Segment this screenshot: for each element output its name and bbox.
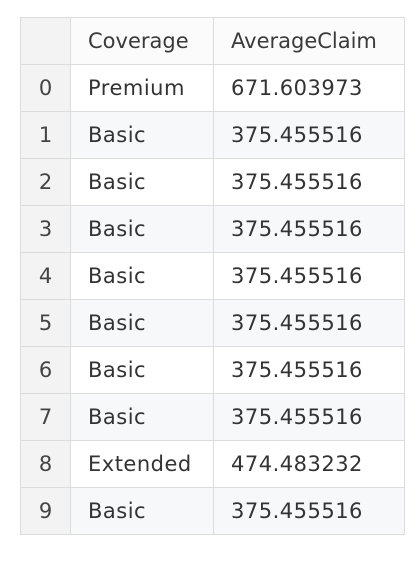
coverage-cell: Basic [70, 205, 214, 253]
table-row: 6 Basic 375.455516 [20, 346, 405, 394]
table-body: 0 Premium 671.603973 1 Basic 375.455516 2 Basic… [20, 64, 405, 535]
average-claim-cell: 375.455516 [213, 252, 405, 300]
header-row: Coverage AverageClaim [20, 17, 405, 65]
row-index-cell: 6 [20, 346, 71, 394]
coverage-cell: Basic [70, 487, 214, 535]
coverage-cell: Basic [70, 299, 214, 347]
row-index-cell: 8 [20, 440, 71, 488]
column-header-average-claim: AverageClaim [213, 17, 405, 65]
index-header [20, 17, 71, 65]
row-index-cell: 5 [20, 299, 71, 347]
average-claim-cell: 375.455516 [213, 346, 405, 394]
table-row: 5 Basic 375.455516 [20, 299, 405, 347]
average-claim-cell: 375.455516 [213, 393, 405, 441]
dataframe-table: Coverage AverageClaim 0 Premium 671.603973… [20, 17, 405, 535]
table-row: 1 Basic 375.455516 [20, 111, 405, 159]
average-claim-cell: 375.455516 [213, 487, 405, 535]
table-row: 3 Basic 375.455516 [20, 205, 405, 253]
coverage-cell: Basic [70, 111, 214, 159]
row-index-cell: 7 [20, 393, 71, 441]
coverage-cell: Premium [70, 64, 214, 112]
coverage-cell: Basic [70, 393, 214, 441]
table-row: 7 Basic 375.455516 [20, 393, 405, 441]
dataframe-table-container: Coverage AverageClaim 0 Premium 671.603973… [20, 17, 405, 535]
average-claim-cell: 474.483232 [213, 440, 405, 488]
average-claim-cell: 671.603973 [213, 64, 405, 112]
row-index-cell: 3 [20, 205, 71, 253]
average-claim-cell: 375.455516 [213, 205, 405, 253]
table-row: 8 Extended 474.483232 [20, 440, 405, 488]
table-row: 2 Basic 375.455516 [20, 158, 405, 206]
table-row: 0 Premium 671.603973 [20, 64, 405, 112]
table-row: 9 Basic 375.455516 [20, 487, 405, 535]
row-index-cell: 4 [20, 252, 71, 300]
coverage-cell: Basic [70, 252, 214, 300]
column-header-coverage: Coverage [70, 17, 214, 65]
row-index-cell: 1 [20, 111, 71, 159]
table-row: 4 Basic 375.455516 [20, 252, 405, 300]
average-claim-cell: 375.455516 [213, 299, 405, 347]
row-index-cell: 9 [20, 487, 71, 535]
coverage-cell: Extended [70, 440, 214, 488]
average-claim-cell: 375.455516 [213, 111, 405, 159]
row-index-cell: 2 [20, 158, 71, 206]
coverage-cell: Basic [70, 346, 214, 394]
row-index-cell: 0 [20, 64, 71, 112]
coverage-cell: Basic [70, 158, 214, 206]
average-claim-cell: 375.455516 [213, 158, 405, 206]
